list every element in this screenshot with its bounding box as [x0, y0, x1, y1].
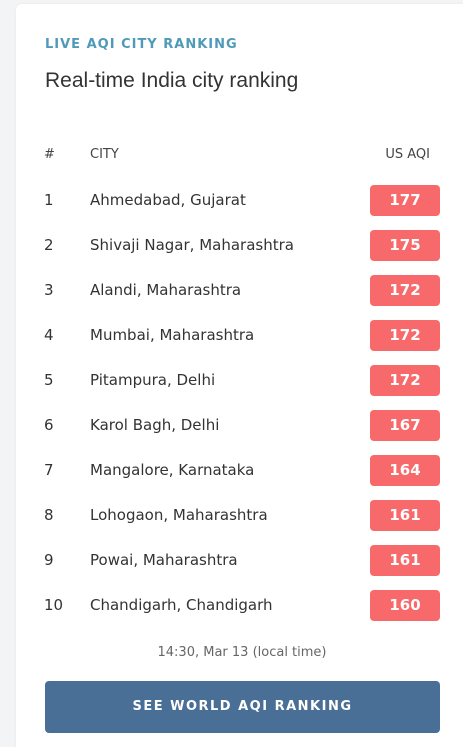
table-row: 2 Shivaji Nagar, Maharashtra 175: [16, 223, 463, 268]
row-rank: 9: [44, 551, 54, 569]
row-rank: 4: [44, 326, 54, 344]
aqi-ranking-card: LIVE AQI CITY RANKING Real-time India ci…: [16, 4, 463, 747]
aqi-badge[interactable]: 177: [370, 185, 440, 216]
row-city: Lohogaon, Maharashtra: [90, 506, 268, 524]
row-city: Karol Bagh, Delhi: [90, 416, 220, 434]
row-rank: 1: [44, 191, 54, 209]
table-row: 5 Pitampura, Delhi 172: [16, 358, 463, 403]
row-rank: 8: [44, 506, 54, 524]
table-header: # CITY US AQI: [16, 147, 463, 165]
aqi-badge[interactable]: 167: [370, 410, 440, 441]
aqi-column-header: US AQI: [385, 147, 430, 162]
table-row: 7 Mangalore, Karnataka 164: [16, 448, 463, 493]
aqi-badge[interactable]: 161: [370, 500, 440, 531]
aqi-badge[interactable]: 160: [370, 590, 440, 621]
ranking-list: 1 Ahmedabad, Gujarat 177 2 Shivaji Nagar…: [16, 178, 463, 628]
city-column-header: CITY: [90, 147, 119, 162]
row-city: Mangalore, Karnataka: [90, 461, 255, 479]
table-row: 4 Mumbai, Maharashtra 172: [16, 313, 463, 358]
row-city: Alandi, Maharashtra: [90, 281, 242, 299]
table-row: 6 Karol Bagh, Delhi 167: [16, 403, 463, 448]
row-rank: 3: [44, 281, 54, 299]
aqi-badge[interactable]: 172: [370, 365, 440, 396]
table-row: 1 Ahmedabad, Gujarat 177: [16, 178, 463, 223]
row-rank: 5: [44, 371, 54, 389]
row-city: Pitampura, Delhi: [90, 371, 216, 389]
see-world-ranking-button[interactable]: SEE WORLD AQI RANKING: [45, 681, 440, 733]
last-updated-timestamp: 14:30, Mar 13 (local time): [157, 645, 327, 660]
row-rank: 6: [44, 416, 54, 434]
row-city: Chandigarh, Chandigarh: [90, 596, 273, 614]
aqi-badge[interactable]: 161: [370, 545, 440, 576]
table-row: 9 Powai, Maharashtra 161: [16, 538, 463, 583]
table-row: 3 Alandi, Maharashtra 172: [16, 268, 463, 313]
table-row: 8 Lohogaon, Maharashtra 161: [16, 493, 463, 538]
rank-column-header: #: [44, 147, 55, 162]
row-rank: 10: [44, 596, 64, 614]
widget-eyebrow: LIVE AQI CITY RANKING: [45, 37, 238, 52]
aqi-badge[interactable]: 175: [370, 230, 440, 261]
row-city: Ahmedabad, Gujarat: [90, 191, 246, 209]
row-city: Shivaji Nagar, Maharashtra: [90, 236, 294, 254]
aqi-badge[interactable]: 164: [370, 455, 440, 486]
row-rank: 2: [44, 236, 54, 254]
row-city: Mumbai, Maharashtra: [90, 326, 255, 344]
aqi-badge[interactable]: 172: [370, 320, 440, 351]
table-row: 10 Chandigarh, Chandigarh 160: [16, 583, 463, 628]
row-city: Powai, Maharashtra: [90, 551, 238, 569]
aqi-badge[interactable]: 172: [370, 275, 440, 306]
row-rank: 7: [44, 461, 54, 479]
widget-title: Real-time India city ranking: [45, 69, 299, 92]
